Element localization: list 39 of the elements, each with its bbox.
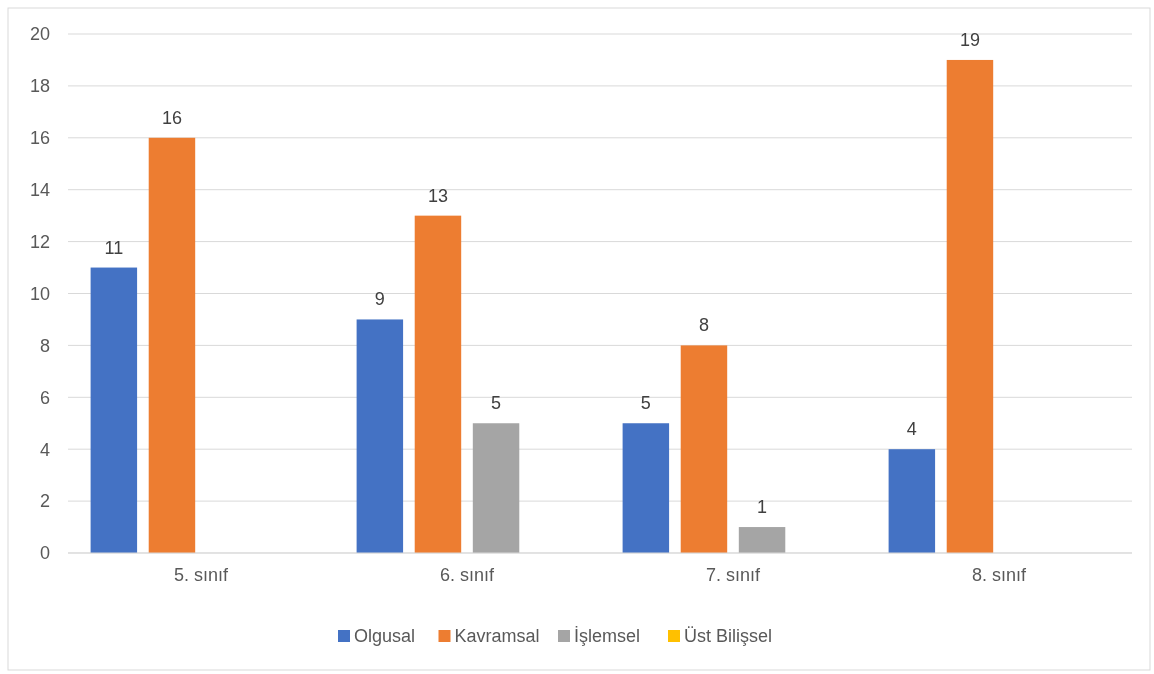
x-tick-label: 6. sınıf [439, 565, 496, 585]
bar [946, 59, 994, 553]
bar [680, 345, 728, 553]
legend-label: İşlemsel [574, 626, 641, 647]
bar [414, 215, 462, 553]
x-tick-label: 8. sınıf [971, 565, 1028, 585]
data-label: 11 [104, 237, 124, 258]
bar [356, 319, 404, 553]
bar [472, 423, 520, 553]
data-label: 5 [491, 393, 502, 414]
data-label: 13 [427, 185, 448, 206]
y-tick-label: 14 [29, 180, 50, 200]
bar [622, 423, 670, 553]
y-tick-label: 20 [29, 24, 50, 45]
data-label: 16 [161, 107, 182, 128]
bar [90, 267, 138, 553]
bar [148, 137, 196, 553]
y-tick-label: 6 [39, 387, 50, 408]
data-label: 1 [757, 497, 768, 518]
bar [738, 527, 786, 553]
y-tick-label: 12 [29, 231, 50, 252]
legend-label: Olgusal [354, 626, 416, 647]
y-tick-label: 10 [29, 283, 50, 304]
y-tick-label: 8 [39, 335, 50, 356]
y-tick-label: 18 [29, 76, 50, 97]
data-label: 9 [374, 289, 385, 310]
data-label: 5 [640, 393, 651, 414]
legend-label: Üst Bilişsel [684, 626, 773, 647]
data-label: 19 [959, 29, 980, 50]
data-label: 4 [906, 419, 917, 440]
y-tick-label: 4 [39, 439, 50, 460]
y-tick-label: 16 [29, 128, 50, 149]
bar [888, 449, 936, 553]
y-tick-label: 2 [39, 491, 50, 512]
y-tick-label: 0 [39, 543, 50, 564]
x-tick-label: 5. sınıf [173, 565, 230, 585]
legend-label: Kavramsal [454, 626, 540, 647]
data-label: 8 [698, 315, 709, 336]
x-tick-label: 7. sınıf [705, 565, 762, 585]
